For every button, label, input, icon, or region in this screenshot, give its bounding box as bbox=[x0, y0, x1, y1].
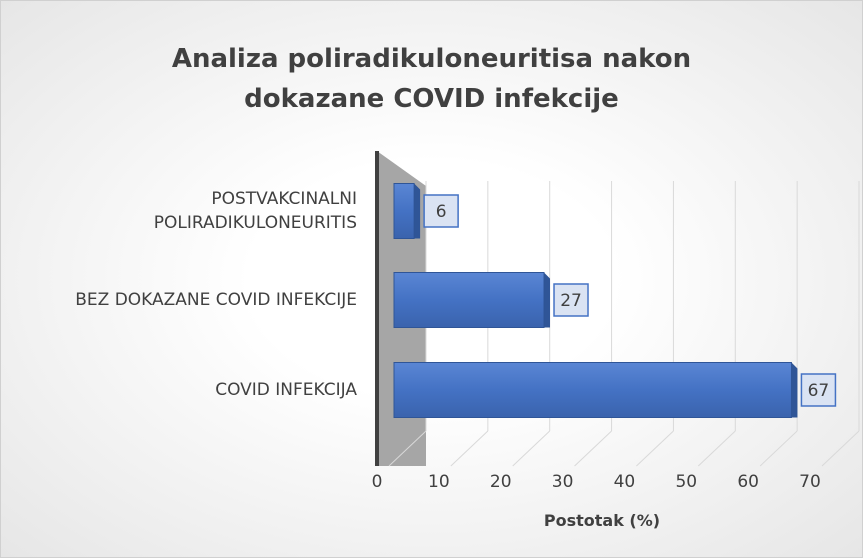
bar-group: 6 bbox=[393, 183, 459, 239]
x-tick-label: 50 bbox=[675, 472, 697, 492]
floor-grid-line bbox=[821, 430, 860, 467]
x-tick-label: 60 bbox=[737, 472, 759, 492]
floor-grid-line bbox=[759, 430, 798, 467]
x-tick-label: 20 bbox=[490, 472, 512, 492]
bar-group: 27 bbox=[393, 272, 589, 328]
floor-grid-line bbox=[388, 430, 427, 467]
x-tick-label: 30 bbox=[552, 472, 574, 492]
value-label: 67 bbox=[808, 381, 830, 401]
value-label: 27 bbox=[560, 291, 582, 311]
value-label-box bbox=[553, 283, 589, 317]
x-tick-label: 0 bbox=[372, 472, 383, 492]
floor-grid-line bbox=[636, 430, 674, 467]
bar bbox=[393, 272, 545, 328]
x-axis-label: Postotak (%) bbox=[543, 511, 661, 530]
y-tick-label: BEZ DOKAZANE COVID INFEKCIJE bbox=[75, 290, 357, 310]
bar bbox=[393, 362, 792, 418]
bar bbox=[393, 183, 415, 239]
x-tick-label: 70 bbox=[799, 472, 821, 492]
floor-grid-line bbox=[512, 430, 551, 467]
floor-grid-line bbox=[574, 430, 612, 467]
bar-side bbox=[791, 362, 798, 418]
bar-side bbox=[544, 272, 551, 328]
x-tick-label: 40 bbox=[614, 472, 636, 492]
floor-grid-line bbox=[697, 430, 736, 467]
value-label-box bbox=[800, 373, 837, 407]
bar-side bbox=[414, 183, 421, 239]
y-tick-label: POSTVAKCINALNI POLIRADIKULONEURITIS bbox=[153, 189, 357, 233]
value-label-box bbox=[423, 194, 459, 228]
y-tick-label: COVID INFEKCIJA bbox=[215, 380, 357, 400]
floor-grid-line bbox=[450, 430, 489, 467]
value-label: 6 bbox=[436, 202, 447, 222]
chart-title: Analiza poliradikuloneuritisa nakon doka… bbox=[171, 44, 692, 114]
x-tick-label: 10 bbox=[428, 472, 450, 492]
bar-group: 67 bbox=[393, 362, 837, 418]
